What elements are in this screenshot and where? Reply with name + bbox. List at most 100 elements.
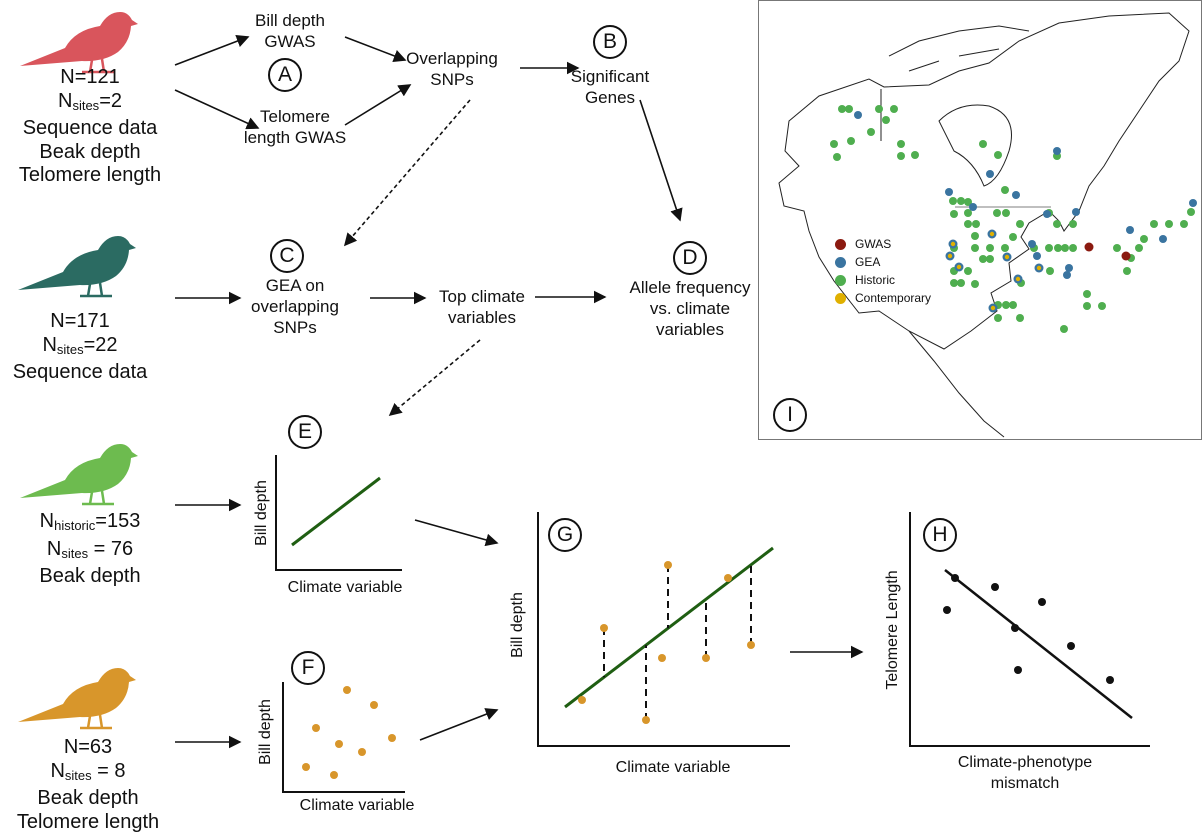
legend-dot-icon [835,239,846,250]
bird-info-line: Telomere length [18,164,162,186]
bird-info-part: sites [61,545,89,561]
plot-e-axes [275,455,402,571]
plot-g-point [747,641,755,649]
panel-label-f: F [291,651,325,685]
contemporary-site [990,305,996,311]
bird-info-line: Beak depth [39,140,141,163]
legend-dot-icon [835,293,846,304]
historic-site [971,280,979,288]
historic-site [1165,220,1173,228]
bird-info-part: historic [54,518,96,533]
historic-site [1054,244,1062,252]
gea-site [1063,271,1071,279]
historic-site [979,255,987,263]
historic-site [1135,244,1143,252]
bird-info-line: Beak depth [39,565,141,587]
contemporary-site [989,231,995,237]
legend-label: Contemporary [855,291,932,305]
bird-info-part: N [46,537,62,560]
bird-info-part: N [58,89,73,112]
gea-site [1053,147,1061,155]
top-climate-variables-label: Top climate variables [439,287,525,327]
bird-info-line: Beak depth [37,787,139,809]
plot-f-point [335,740,343,748]
legend-label: GWAS [855,237,892,251]
plot-h-point [1011,624,1019,632]
plot-g-point [664,561,672,569]
historic-site [1140,235,1148,243]
plot-g-xlabel: Climate variable [615,759,731,776]
bird-info-part: =153 [95,510,141,532]
bird-silhouette-icon [20,444,138,506]
gwas-site [1121,251,1131,261]
historic-site [890,105,898,113]
contemporary-site [1004,254,1010,260]
historic-site [1083,290,1091,298]
plot-h-axes [909,512,1150,747]
historic-site [986,244,994,252]
dashed-arrow [343,99,471,247]
historic-site [993,209,1001,217]
plot-f-ylabel: Bill depth [257,699,274,765]
panel-label-i: I [773,398,807,432]
plot-g-axes [537,512,790,747]
bird-body [20,12,138,66]
historic-site [897,152,905,160]
arrow [174,89,260,130]
bird-legs [80,714,112,730]
gea-label: GEA on overlapping SNPs [251,276,339,337]
historic-site [979,140,987,148]
gea-site [1065,264,1073,272]
arrow [174,35,250,66]
plot-h-point [1038,598,1046,606]
arrow [419,708,499,741]
historic-site [1123,267,1131,275]
historic-site [882,116,890,124]
historic-site [1009,301,1017,309]
historic-site [1098,302,1106,310]
bird-body [18,668,136,722]
plot-e-xlabel: Climate variable [287,579,403,596]
north-america-map [778,12,1197,438]
historic-site [830,140,838,148]
panel-label-h: H [923,518,957,552]
historic-site [845,105,853,113]
historic-site [1046,267,1054,275]
historic-site [964,267,972,275]
bird-info-line: Nhistoric=153 [39,510,141,538]
bird-info-part: = 8 [91,759,126,782]
gea-site [1159,235,1167,243]
bird-legs [80,282,112,298]
arrow [344,84,412,126]
plot-f-point [358,748,366,756]
plot-h-point [1106,676,1114,684]
contemporary-site [950,241,956,247]
arrow [344,36,407,62]
bird-info-part: N [50,759,65,782]
historic-site [1001,244,1009,252]
gea-site [986,170,994,178]
legend-dot-icon [835,257,846,268]
historic-site [986,255,994,263]
plot-f-point [302,763,310,771]
gwas-site [1084,242,1094,252]
bird-group-info: N=121 Nsites=2 Sequence data Beak depth Telo… [19,66,161,188]
historic-site [1083,302,1091,310]
bird-info-line: Nsites = 76 [39,538,140,566]
plot-f-point [370,701,378,709]
plot-f-point [312,724,320,732]
bird-group-info: N=63 Nsites = 8 Beak depth Telomere length [17,736,159,833]
panel-label-c: C [270,239,304,273]
hudson-bay [938,104,1012,187]
gea-site [1189,199,1197,207]
bird-info-part: =22 [83,333,118,356]
historic-site [1069,220,1077,228]
historic-site [833,153,841,161]
historic-site [1113,244,1121,252]
legend-dot-icon [835,275,846,286]
historic-site [911,151,919,159]
bird-info-part: N [42,333,57,356]
historic-site [950,279,958,287]
historic-site [1002,209,1010,217]
historic-site [897,140,905,148]
